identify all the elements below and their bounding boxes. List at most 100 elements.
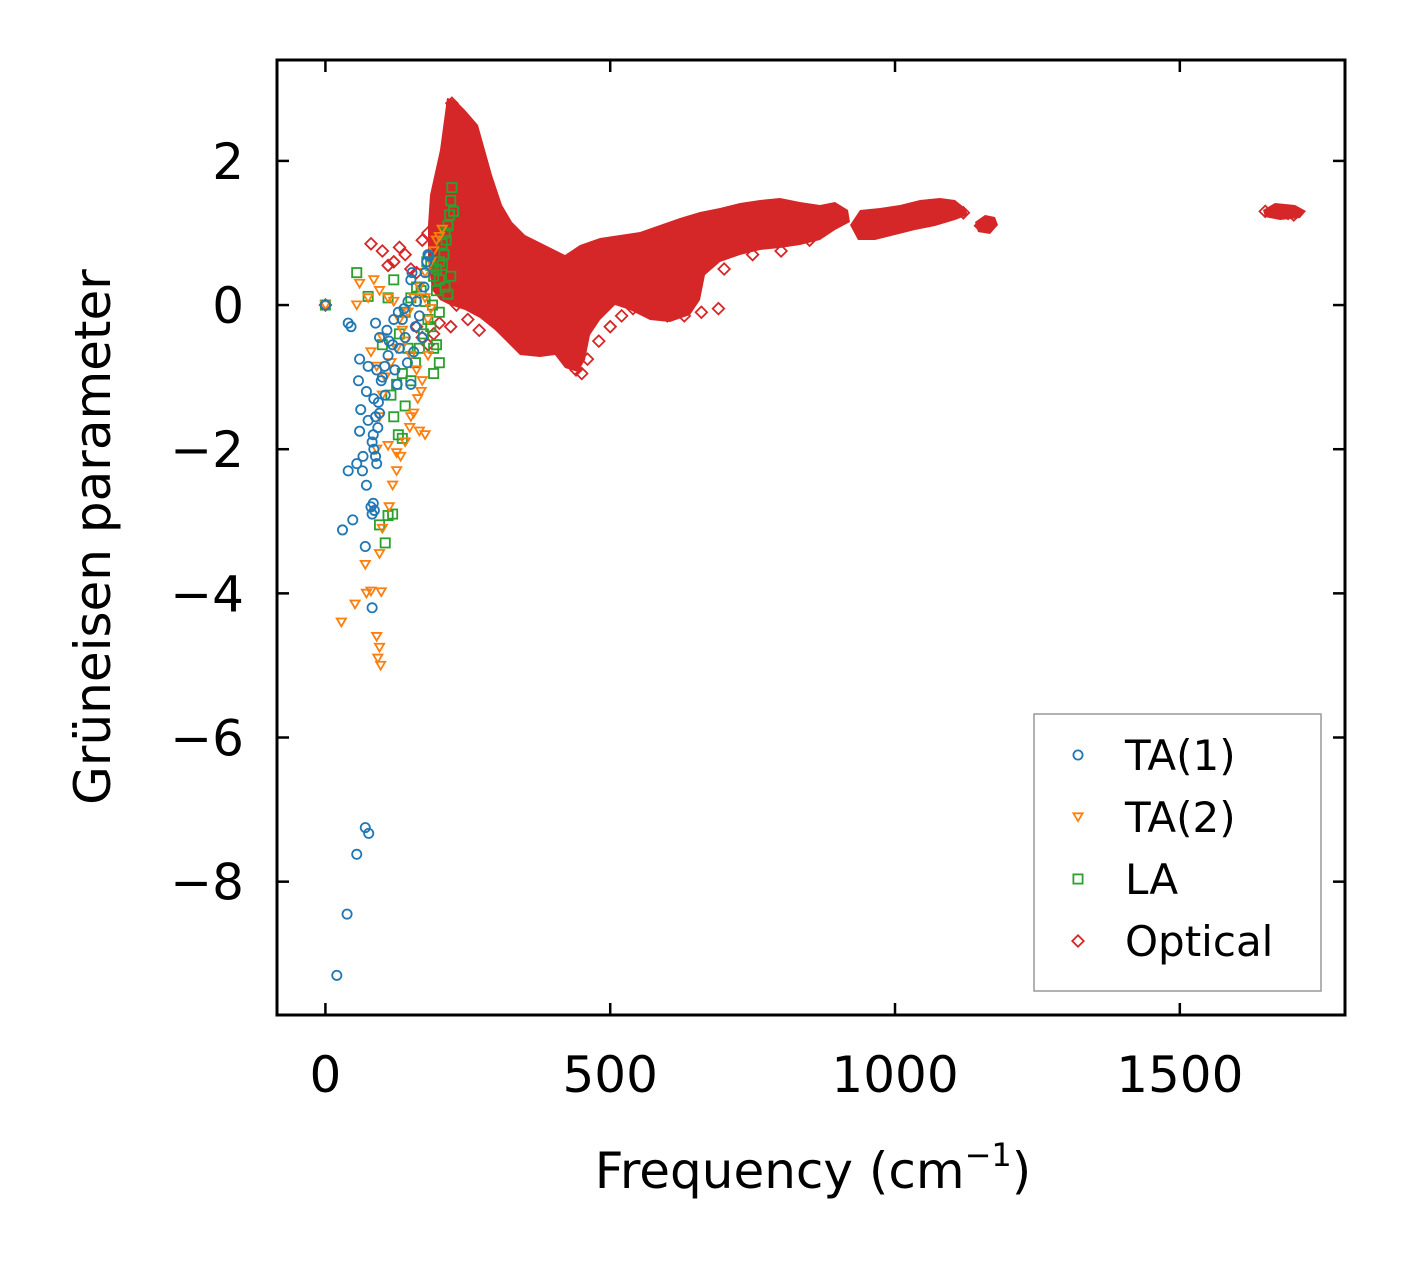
data-point <box>360 588 373 600</box>
data-point <box>375 375 387 387</box>
data-point <box>418 281 430 293</box>
data-point <box>455 254 470 269</box>
data-point <box>399 400 411 412</box>
data-point <box>728 240 743 255</box>
data-point <box>389 364 401 376</box>
data-point <box>396 325 409 337</box>
data-point <box>660 308 675 323</box>
data-point <box>631 276 646 291</box>
data-point <box>408 346 420 358</box>
data-point <box>357 450 369 462</box>
data-point <box>364 586 378 598</box>
data-point <box>421 350 435 362</box>
data-point <box>922 198 937 213</box>
data-point <box>345 321 357 333</box>
data-point <box>460 312 475 327</box>
data-point <box>660 272 675 287</box>
data-point <box>348 599 362 611</box>
data-point <box>319 299 331 311</box>
data-point <box>418 430 432 441</box>
data-point <box>614 236 629 251</box>
data-point <box>591 243 606 259</box>
data-point <box>342 465 354 477</box>
data-point <box>354 425 366 437</box>
data-point <box>739 218 754 233</box>
data-point <box>557 258 572 273</box>
data-point <box>370 317 382 329</box>
data-point <box>457 139 472 154</box>
data-point <box>387 296 400 308</box>
data-point <box>660 265 675 280</box>
data-point <box>368 443 380 455</box>
data-point <box>574 319 589 334</box>
data-point <box>351 458 363 470</box>
data-point <box>534 261 549 277</box>
y-tick-label: −2 <box>170 421 244 479</box>
legend-label: Optical <box>1125 917 1273 966</box>
data-point <box>419 267 431 279</box>
data-point <box>728 222 743 237</box>
y-tick-label: −8 <box>170 854 244 912</box>
data-point <box>399 331 411 343</box>
data-point <box>444 96 459 111</box>
data-point <box>364 347 378 358</box>
data-point <box>569 251 584 266</box>
data-point <box>497 254 512 269</box>
data-point <box>422 249 434 261</box>
data-point <box>853 218 868 233</box>
x-tick-label: 500 <box>562 1046 657 1104</box>
data-point <box>436 224 449 236</box>
data-point <box>379 360 391 372</box>
data-point <box>745 247 760 262</box>
data-point <box>517 337 532 352</box>
data-point <box>774 243 789 259</box>
data-point <box>370 450 382 462</box>
data-point <box>591 334 606 349</box>
data-point <box>694 305 709 320</box>
data-point <box>688 269 703 284</box>
data-point <box>381 441 395 452</box>
data-point <box>418 268 432 279</box>
data-point <box>367 275 381 286</box>
series-optical <box>318 96 1301 381</box>
data-point <box>442 288 454 300</box>
data-point <box>347 514 359 526</box>
data-point <box>394 451 407 463</box>
data-point <box>460 211 475 226</box>
data-point <box>574 366 589 381</box>
data-point <box>375 243 390 259</box>
data-point <box>899 204 914 219</box>
data-point <box>637 251 652 266</box>
data-point <box>523 305 538 320</box>
legend-marker-ta1 <box>1072 749 1084 761</box>
data-point <box>359 541 371 553</box>
data-point <box>376 523 389 535</box>
data-point <box>386 254 401 269</box>
x-axis-title-tail: ) <box>1012 1142 1032 1200</box>
data-point <box>355 404 367 416</box>
data-point <box>546 312 561 327</box>
data-point <box>409 321 421 333</box>
data-point <box>388 411 400 423</box>
data-point <box>506 294 521 309</box>
data-point <box>472 276 487 291</box>
data-point <box>449 298 464 313</box>
data-point <box>603 319 618 334</box>
data-point <box>537 280 552 295</box>
data-point <box>705 247 720 262</box>
data-point <box>546 283 561 298</box>
x-axis-title: Frequency (cm−1) <box>595 1136 1032 1200</box>
data-point <box>512 269 527 284</box>
data-point <box>796 218 811 233</box>
data-point <box>383 502 396 513</box>
data-point <box>580 247 595 262</box>
data-point <box>335 617 348 629</box>
data-point <box>486 229 501 244</box>
data-point <box>413 310 425 322</box>
data-point <box>353 278 366 290</box>
data-point <box>529 276 544 291</box>
data-point <box>480 215 495 230</box>
data-point <box>413 342 425 354</box>
data-point <box>423 250 435 262</box>
data-point <box>391 378 403 390</box>
